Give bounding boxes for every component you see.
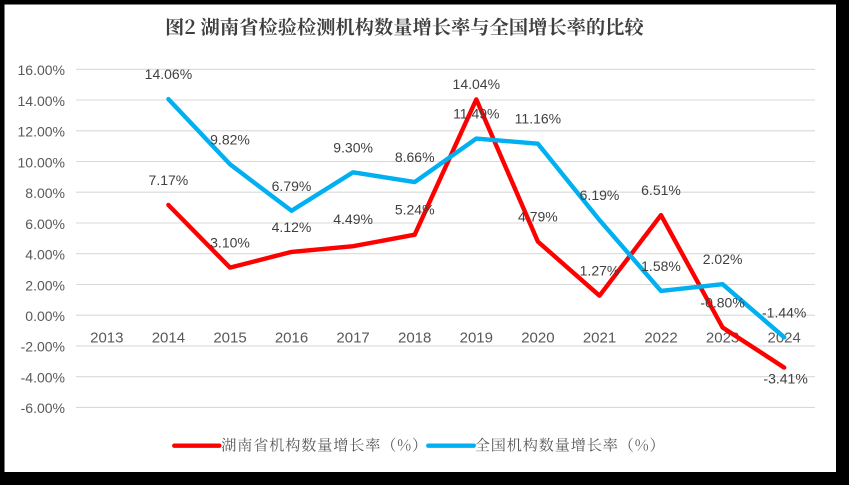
svg-text:16.00%: 16.00%: [18, 62, 65, 78]
svg-text:-6.00%: -6.00%: [21, 400, 65, 416]
svg-text:7.17%: 7.17%: [149, 172, 189, 188]
svg-text:-3.41%: -3.41%: [763, 370, 807, 386]
svg-text:14.04%: 14.04%: [453, 76, 500, 92]
svg-text:10.00%: 10.00%: [18, 154, 65, 170]
svg-text:2013: 2013: [90, 330, 123, 347]
svg-text:2020: 2020: [521, 330, 554, 347]
svg-text:2021: 2021: [583, 330, 616, 347]
svg-text:2015: 2015: [213, 330, 246, 347]
svg-text:12.00%: 12.00%: [18, 124, 65, 140]
svg-text:8.66%: 8.66%: [395, 149, 435, 165]
svg-text:-0.80%: -0.80%: [700, 295, 744, 311]
svg-text:1.27%: 1.27%: [580, 263, 620, 279]
svg-text:3.10%: 3.10%: [210, 235, 250, 251]
svg-text:4.12%: 4.12%: [272, 219, 312, 235]
svg-text:2016: 2016: [275, 330, 308, 347]
svg-text:8.00%: 8.00%: [25, 185, 65, 201]
svg-text:6.00%: 6.00%: [25, 216, 65, 232]
svg-text:-1.44%: -1.44%: [762, 304, 806, 320]
svg-text:6.19%: 6.19%: [580, 187, 620, 203]
svg-text:2014: 2014: [152, 330, 185, 347]
svg-text:2023: 2023: [706, 330, 739, 347]
svg-text:6.79%: 6.79%: [272, 178, 312, 194]
svg-text:4.00%: 4.00%: [25, 247, 65, 263]
svg-text:4.79%: 4.79%: [518, 209, 558, 225]
svg-text:2.02%: 2.02%: [703, 251, 743, 267]
svg-text:14.06%: 14.06%: [145, 66, 192, 82]
svg-text:0.00%: 0.00%: [25, 308, 65, 324]
svg-text:2018: 2018: [398, 330, 431, 347]
svg-text:2019: 2019: [460, 330, 493, 347]
svg-text:11.16%: 11.16%: [515, 111, 561, 127]
svg-text:2.00%: 2.00%: [25, 277, 65, 293]
svg-text:6.51%: 6.51%: [641, 182, 681, 198]
svg-text:-2.00%: -2.00%: [21, 339, 65, 355]
svg-text:5.24%: 5.24%: [395, 202, 435, 218]
svg-text:14.00%: 14.00%: [18, 93, 65, 109]
svg-text:2017: 2017: [336, 330, 369, 347]
svg-text:11.49%: 11.49%: [453, 106, 499, 122]
svg-text:-4.00%: -4.00%: [21, 370, 65, 386]
svg-text:4.49%: 4.49%: [333, 211, 373, 227]
svg-text:9.30%: 9.30%: [333, 139, 373, 155]
svg-text:1.58%: 1.58%: [641, 258, 681, 274]
svg-text:2022: 2022: [644, 330, 677, 347]
svg-text:9.82%: 9.82%: [210, 131, 250, 147]
